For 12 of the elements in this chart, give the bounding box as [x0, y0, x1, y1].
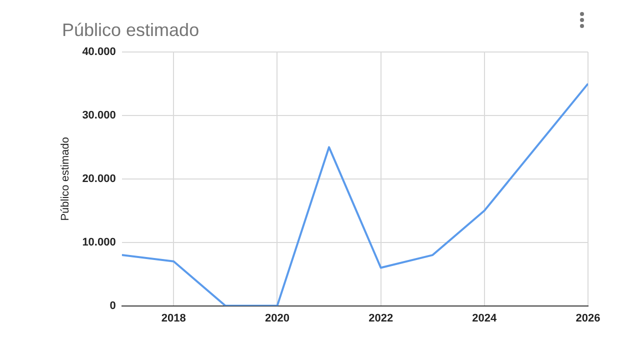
y-axis-title: Público estimado [60, 137, 72, 221]
y-tick-label: 40.000 [82, 46, 116, 58]
x-tick-label: 2020 [264, 312, 290, 324]
x-tick-label: 2024 [472, 312, 498, 324]
x-tick-label: 2018 [161, 312, 186, 324]
y-tick-label: 20.000 [82, 172, 116, 185]
y-tick-label: 30.000 [82, 109, 116, 122]
y-tick-label: 0 [110, 300, 116, 312]
chart-title: Público estimado [62, 20, 200, 41]
y-tick-label: 10.000 [82, 236, 116, 248]
x-tick-label: 2022 [368, 312, 394, 324]
x-tick-label: 2026 [576, 312, 600, 324]
